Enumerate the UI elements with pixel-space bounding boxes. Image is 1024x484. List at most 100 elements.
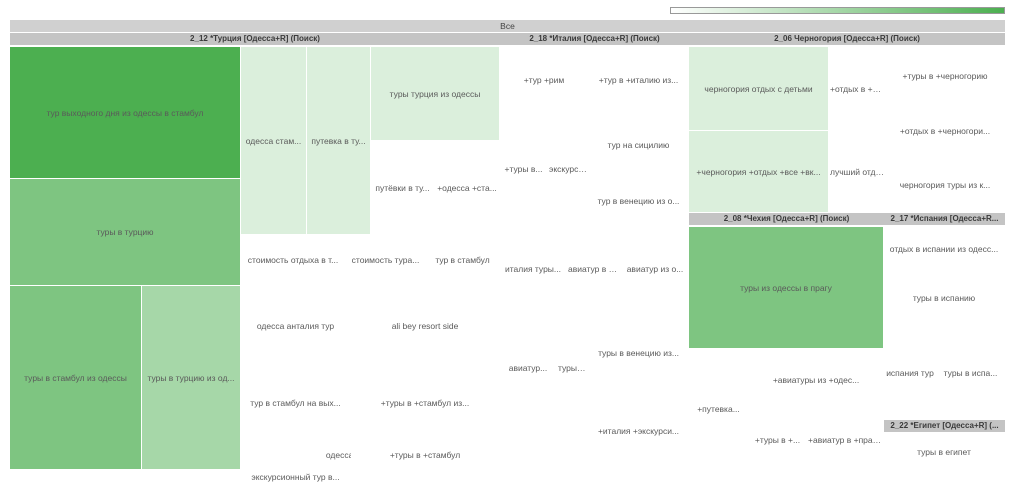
treemap-cell[interactable]: тур в стамбул xyxy=(426,235,500,286)
treemap-cell-label: +отдых в +чер... xyxy=(830,83,885,94)
treemap-cell-label: туры в египет xyxy=(917,446,971,457)
treemap-cell[interactable]: черногория туры из к... xyxy=(886,157,1005,213)
treemap-cell-label: +туры в +черногорию xyxy=(902,70,988,81)
treemap-cell-label: туры турция из одессы xyxy=(389,88,481,99)
treemap-group-header[interactable]: 2_22 *Египет [Одесса+R] (... xyxy=(884,420,1005,432)
treemap-cell[interactable]: туры в испа... xyxy=(937,326,1005,420)
treemap-cell[interactable]: туры из одессы в прагу xyxy=(689,227,884,349)
treemap-cell[interactable]: авиатур... xyxy=(500,313,557,423)
treemap-cell[interactable]: +путевка... xyxy=(689,349,749,470)
treemap-cell-label: +туры в +стамбул из... xyxy=(380,397,470,408)
treemap-cell-label: туры в турцию xyxy=(96,227,154,237)
treemap-cell[interactable]: +авиатуры из +одес... xyxy=(749,349,884,411)
treemap-cell[interactable]: испания тур xyxy=(884,326,937,420)
treemap-cell-label: стоимость отдыха в т... xyxy=(247,255,339,265)
treemap-cell-label: туры в испа... xyxy=(943,367,998,378)
treemap-cell[interactable]: туры в и... xyxy=(557,313,589,423)
treemap-cell[interactable]: путевка в ту... xyxy=(307,47,371,235)
treemap-cell[interactable]: тур в венецию из о... xyxy=(589,177,689,225)
treemap-cell-label: туры в стамбул из одессы xyxy=(24,372,127,383)
treemap-cell[interactable]: одесса анталия тур xyxy=(241,286,351,366)
treemap-cell-label: италия туры... xyxy=(504,263,561,274)
treemap-cell[interactable]: тур выходного дня из одессы в стамбул xyxy=(10,47,241,179)
treemap-cell-label: +туры в +... xyxy=(754,435,801,445)
treemap-group: 2_18 *Италия [Одесса+R] (Поиск) +тур +рим… xyxy=(500,33,689,470)
treemap-cell-label: тур в стамбул xyxy=(435,255,490,265)
treemap-cell[interactable]: путёвки в ту... xyxy=(371,141,435,235)
treemap-cell-label: тур на сицилию xyxy=(607,139,670,150)
treemap-cell-label: авиатур из о... xyxy=(626,263,684,274)
treemap-cell[interactable]: тур на сицилию xyxy=(589,113,689,177)
treemap-cell[interactable]: +черногория +отдых +все +вк... xyxy=(689,131,829,213)
treemap-cell-label: +италия +экскурси... xyxy=(597,426,680,436)
treemap-cell-label: лучший отдых... xyxy=(830,166,885,177)
treemap-cell[interactable]: экскурси... xyxy=(548,113,589,225)
treemap-cell[interactable]: +туры в +стамбул из... xyxy=(351,366,500,440)
treemap-cell-label: тур выходного дня из одессы в стамбул xyxy=(46,107,204,118)
treemap-cell[interactable]: +тур +рим xyxy=(500,47,589,113)
treemap-cell-label: +одесса +ста... xyxy=(437,182,497,193)
treemap-cell[interactable]: туры в испанию xyxy=(884,271,1005,326)
treemap-cell[interactable]: +тур в +италию из... xyxy=(589,47,689,113)
treemap-cell[interactable]: стоимость тура... xyxy=(346,235,426,286)
treemap-cell-label: +туры в... xyxy=(504,163,543,174)
treemap-cell[interactable]: туры в венецию из... xyxy=(589,313,689,393)
treemap-cell-label: ali bey resort side xyxy=(391,320,459,331)
treemap-cell[interactable]: +туры в +стамбул xyxy=(351,440,500,470)
treemap-cell-label: черногория отдых с детьми xyxy=(704,83,813,94)
treemap-group-header[interactable]: 2_06 Черногория [Одесса+R] (Поиск) xyxy=(689,33,1005,45)
treemap-cell[interactable]: +авиатур в +прагу и... xyxy=(807,411,884,470)
treemap-cell-label: +тур +рим xyxy=(523,74,565,85)
treemap-cell[interactable]: стоимость отдыха в т... xyxy=(241,235,346,286)
treemap-cell[interactable]: одесса стам... xyxy=(241,47,307,235)
treemap-group-header[interactable]: 2_12 *Турция [Одесса+R] (Поиск) xyxy=(10,33,500,45)
treemap-group-header[interactable]: 2_17 *Испания [Одесса+R... xyxy=(884,213,1005,225)
treemap-cell-label: туры в испанию xyxy=(912,293,976,303)
treemap-cell[interactable]: +отдых в +черногори... xyxy=(886,105,1005,157)
treemap-cell-label: стоимость тура... xyxy=(351,255,420,265)
treemap-group: 2_06 Черногория [Одесса+R] (Поиск) черног… xyxy=(689,33,1005,213)
treemap-group: 2_12 *Турция [Одесса+R] (Поиск) тур выход… xyxy=(10,33,500,484)
treemap-cell-label: отдых в испании из одесс... xyxy=(889,243,999,254)
treemap-group-header[interactable]: 2_08 *Чехия [Одесса+R] (Поиск) xyxy=(689,213,884,225)
treemap-cell-label: +черногория +отдых +все +вк... xyxy=(696,166,821,177)
treemap-cell[interactable]: туры в стамбул из одессы xyxy=(10,286,142,470)
treemap-cell-label: туры в и... xyxy=(558,362,588,373)
treemap-cell[interactable]: +италия +экскурси... xyxy=(589,393,689,470)
treemap-cell[interactable]: +туры в... xyxy=(500,113,548,225)
treemap-cell-label: путёвки в ту... xyxy=(375,182,430,193)
treemap-cell[interactable]: отдых в испании из одесс... xyxy=(884,227,1005,271)
treemap-cell[interactable]: авиатур из о... xyxy=(622,225,689,313)
treemap-cell-label: экскурсионный тур в... xyxy=(251,471,340,482)
treemap-cell[interactable]: италия туры... xyxy=(500,225,567,313)
treemap-cell[interactable]: лучший отдых... xyxy=(829,131,886,213)
treemap-cell[interactable]: +туры в +черногорию xyxy=(886,47,1005,105)
treemap-cell[interactable]: туры в турцию xyxy=(10,179,241,286)
treemap-group-header[interactable]: 2_18 *Италия [Одесса+R] (Поиск) xyxy=(500,33,689,45)
treemap-cell[interactable]: экскурсионный тур в... xyxy=(241,470,351,484)
treemap-cell[interactable]: туры в турцию из од... xyxy=(142,286,241,470)
treemap-cell-label: +тур в +италию из... xyxy=(598,74,679,85)
treemap-cell[interactable]: ali bey resort side xyxy=(351,286,500,366)
treemap-cell-label: +путевка... xyxy=(697,404,740,414)
treemap-cell[interactable]: черногория отдых с детьми xyxy=(689,47,829,131)
treemap-group: 2_17 *Испания [Одесса+R... отдых в испани… xyxy=(884,213,1005,420)
treemap-cell-label: испания тур xyxy=(886,367,934,378)
treemap-cell[interactable]: туры турция из одессы xyxy=(371,47,500,141)
treemap-cell[interactable]: авиатур в ит... xyxy=(567,225,622,313)
treemap-cell-label: +авиатур в +прагу и... xyxy=(808,435,883,445)
color-scale-legend xyxy=(670,7,1005,14)
treemap-cell[interactable]: туры в египет xyxy=(884,434,1005,470)
treemap-group: 2_22 *Египет [Одесса+R] (... туры в египе… xyxy=(884,420,1005,470)
treemap-cell[interactable]: +одесса +ста... xyxy=(435,141,500,235)
root-header[interactable]: Все xyxy=(10,20,1005,32)
treemap-cell-label: экскурси... xyxy=(549,163,588,174)
treemap-cell[interactable]: +туры в +... xyxy=(749,411,807,470)
treemap-group: 2_08 *Чехия [Одесса+R] (Поиск) туры из од… xyxy=(689,213,884,470)
treemap-cell[interactable]: +отдых в +чер... xyxy=(829,47,886,131)
treemap-cell-label: авиатур в ит... xyxy=(568,263,621,274)
treemap-cell-label: одесса анталия тур xyxy=(256,320,335,331)
treemap-cell-label: тур в стамбул на вых... xyxy=(250,397,341,408)
treemap-cell[interactable]: тур в стамбул на вых... xyxy=(241,366,351,440)
treemap-cell-label: тур в венецию из о... xyxy=(597,195,680,206)
